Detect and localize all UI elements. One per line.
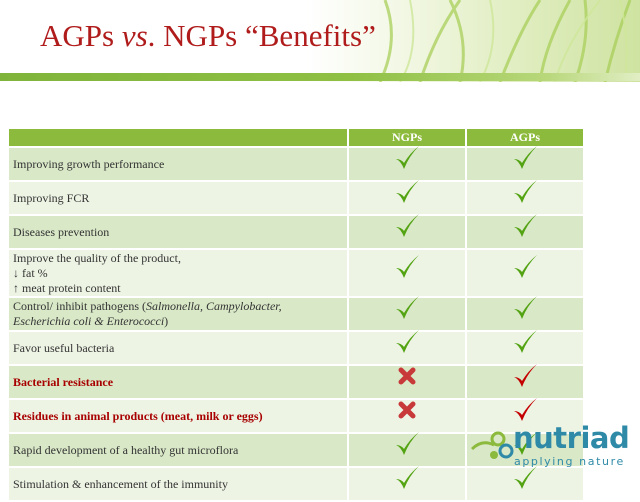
table-row: Favor useful bacteria — [7, 330, 585, 366]
ngp-check-icon — [347, 180, 467, 216]
row-label: Diseases prevention — [7, 214, 349, 250]
table-row: Improve the quality of the product, ↓ fat… — [7, 248, 585, 298]
agp-check-icon — [465, 180, 585, 216]
grass-decoration — [378, 0, 632, 82]
agp-check-icon — [465, 432, 585, 468]
molecule-logo-icon — [470, 431, 514, 459]
brand-tagline: applying nature — [514, 455, 625, 468]
ngp-check-icon — [347, 146, 467, 182]
header-background — [0, 0, 640, 82]
row-label: Improving growth performance — [7, 146, 349, 182]
table-row: Residues in animal products (meat, milk … — [7, 398, 585, 434]
table-row: Improving FCR — [7, 180, 585, 216]
table-row: Improving growth performance — [7, 146, 585, 182]
row-label: Stimulation & enhancement of the immunit… — [7, 466, 349, 502]
row-label: Favor useful bacteria — [7, 330, 349, 366]
header-blank — [7, 127, 349, 148]
ngp-check-icon — [347, 296, 467, 332]
header-ngps: NGPs — [347, 127, 467, 148]
ngp-cross-icon — [347, 398, 467, 434]
ngp-check-icon — [347, 330, 467, 366]
row-label: Bacterial resistance — [7, 364, 349, 400]
agp-check-icon — [465, 214, 585, 250]
table-row: Diseases prevention — [7, 214, 585, 250]
table-row: Bacterial resistance — [7, 364, 585, 400]
ngp-check-icon — [347, 432, 467, 468]
ngp-check-icon — [347, 214, 467, 250]
ngp-cross-icon — [347, 364, 467, 400]
row-label: Improve the quality of the product, ↓ fat… — [7, 248, 349, 298]
ngp-check-icon — [347, 466, 467, 502]
row-label: Rapid development of a healthy gut micro… — [7, 432, 349, 468]
row-label: Residues in animal products (meat, milk … — [7, 398, 349, 434]
row-label: Control/ inhibit pathogens (Salmonella, … — [7, 296, 349, 332]
header-agps: AGPs — [465, 127, 585, 148]
title-divider — [0, 73, 640, 81]
agp-red-check-icon — [465, 398, 585, 434]
agp-check-icon — [465, 248, 585, 298]
table-row: Rapid development of a healthy gut micro… — [7, 432, 585, 468]
brand-name: nutriad — [513, 421, 630, 455]
slide-title: AGPs vs. NGPs “Benefits” — [40, 18, 376, 53]
row-label: Improving FCR — [7, 180, 349, 216]
agp-check-icon — [465, 466, 585, 502]
agp-red-check-icon — [465, 364, 585, 400]
agp-check-icon — [465, 146, 585, 182]
agp-check-icon — [465, 330, 585, 366]
ngp-check-icon — [347, 248, 467, 298]
agp-check-icon — [465, 296, 585, 332]
table-header-row: NGPs AGPs — [7, 127, 585, 148]
table-row: Stimulation & enhancement of the immunit… — [7, 466, 585, 502]
table-row: Control/ inhibit pathogens (Salmonella, … — [7, 296, 585, 332]
